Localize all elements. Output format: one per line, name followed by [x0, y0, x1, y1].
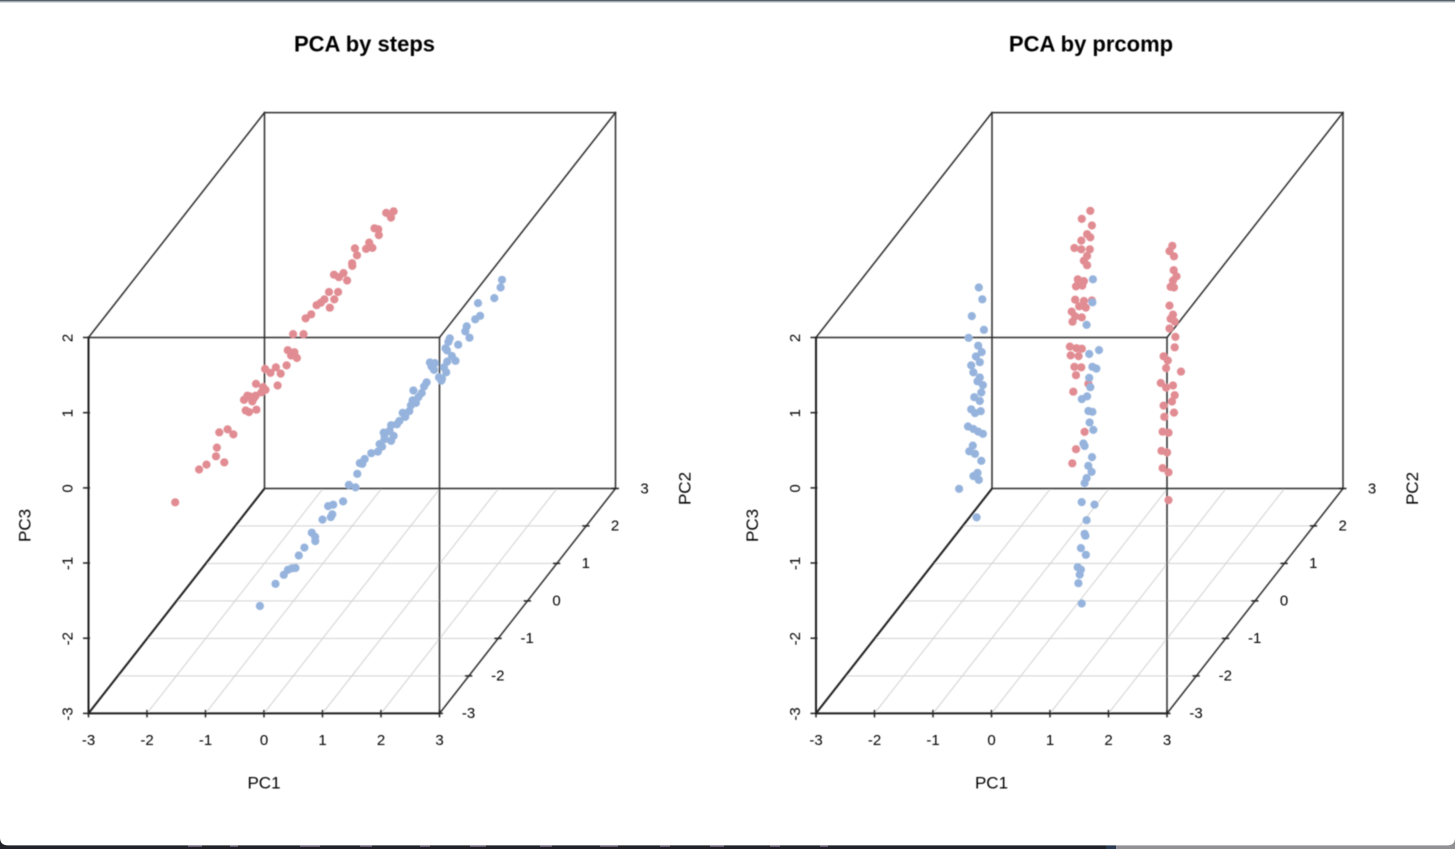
svg-text:-2: -2	[1219, 668, 1232, 685]
svg-text:-2: -2	[491, 668, 504, 685]
svg-text:0: 0	[60, 484, 77, 492]
svg-text:1: 1	[787, 409, 804, 417]
svg-text:-1: -1	[1248, 630, 1261, 647]
svg-text:PC1: PC1	[247, 774, 280, 793]
svg-text:-3: -3	[82, 732, 95, 749]
svg-text:-3: -3	[787, 707, 804, 720]
svg-text:-2: -2	[787, 632, 804, 645]
svg-text:-1: -1	[199, 732, 212, 749]
svg-text:-3: -3	[809, 732, 822, 749]
svg-text:-2: -2	[868, 732, 881, 749]
svg-text:PC3: PC3	[743, 509, 762, 542]
svg-text:0: 0	[787, 484, 804, 492]
svg-text:PCA by steps: PCA by steps	[294, 32, 435, 57]
svg-text:PC2: PC2	[676, 472, 695, 505]
svg-text:-3: -3	[462, 705, 475, 722]
svg-text:2: 2	[1104, 732, 1112, 749]
svg-text:2: 2	[611, 518, 619, 535]
svg-text:-1: -1	[787, 557, 804, 570]
svg-text:2: 2	[60, 334, 77, 342]
svg-text:-1: -1	[521, 630, 534, 647]
svg-text:0: 0	[1280, 593, 1288, 610]
svg-text:1: 1	[1046, 732, 1054, 749]
svg-text:3: 3	[640, 480, 648, 497]
svg-text:1: 1	[582, 555, 590, 572]
svg-text:0: 0	[260, 732, 268, 749]
svg-text:-1: -1	[60, 557, 77, 570]
svg-text:PC1: PC1	[975, 774, 1008, 793]
svg-text:1: 1	[318, 732, 326, 749]
svg-text:PC3: PC3	[16, 509, 35, 542]
svg-text:2: 2	[787, 334, 804, 342]
svg-text:2: 2	[1339, 518, 1347, 535]
svg-text:0: 0	[552, 593, 560, 610]
svg-text:0: 0	[987, 732, 995, 749]
svg-text:3: 3	[1163, 732, 1171, 749]
svg-text:-2: -2	[140, 732, 153, 749]
svg-text:-1: -1	[926, 732, 939, 749]
svg-text:PC2: PC2	[1403, 472, 1422, 505]
svg-text:1: 1	[60, 409, 77, 417]
svg-text:-2: -2	[60, 632, 77, 645]
svg-text:2: 2	[377, 732, 385, 749]
svg-text:3: 3	[1368, 480, 1376, 497]
svg-text:PCA by prcomp: PCA by prcomp	[1009, 32, 1173, 57]
svg-text:1: 1	[1309, 555, 1317, 572]
svg-text:3: 3	[435, 732, 443, 749]
svg-text:-3: -3	[60, 707, 77, 720]
svg-text:-3: -3	[1189, 705, 1202, 722]
